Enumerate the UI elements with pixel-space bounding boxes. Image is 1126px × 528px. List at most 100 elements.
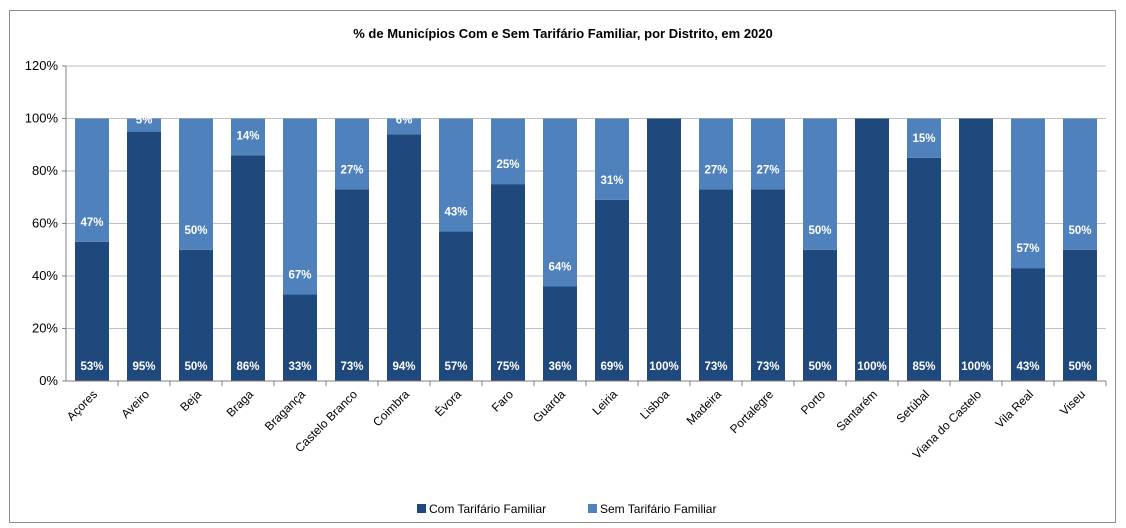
y-tick-label: 80% [32,163,58,178]
x-tick-label: Santarém [833,387,880,434]
bar-sem-tarifario [231,118,265,156]
data-label-sem: 31% [600,175,623,187]
bar-sem-tarifario [1063,118,1097,250]
data-label-com: 95% [132,361,155,373]
data-label-com: 50% [184,361,207,373]
x-tick-label: Setúbal [893,387,932,426]
data-label-com: 53% [80,361,103,373]
data-label-sem: 5% [136,115,153,127]
x-tick-label: Viseu [1057,387,1088,418]
bar-sem-tarifario [283,118,317,295]
bar-sem-tarifario [1011,118,1045,269]
data-label-com: 100% [961,361,990,373]
bar-com-tarifario [647,118,681,381]
data-label-com: 36% [548,361,571,373]
data-label-sem: 27% [704,164,727,176]
data-label-sem: 43% [444,206,467,218]
legend-label: Sem Tarifário Familiar [600,502,716,516]
data-label-com: 50% [808,361,831,373]
data-label-com: 85% [912,361,935,373]
bar-com-tarifario [439,231,473,381]
x-tick-label: Porto [798,387,828,417]
legend-label: Com Tarifário Familiar [429,502,546,516]
data-label-sem: 50% [184,225,207,237]
y-tick-label: 120% [25,58,59,73]
bar-com-tarifario [699,189,733,381]
data-label-com: 73% [704,361,727,373]
bar-sem-tarifario [439,118,473,232]
data-label-com: 73% [340,361,363,373]
bar-com-tarifario [75,241,109,381]
x-tick-label: Coimbra [370,387,412,429]
legend-swatch [588,504,597,513]
legend-swatch [417,504,426,513]
x-tick-label: Braga [224,387,257,420]
bar-sem-tarifario [595,118,629,200]
data-label-com: 73% [756,361,779,373]
x-tick-label: Évora [431,386,464,419]
data-label-com: 57% [444,361,467,373]
data-label-sem: 14% [236,130,259,142]
legend: Com Tarifário Familiar Sem Tarifário Fami… [417,502,716,516]
bar-com-tarifario [543,286,577,381]
data-label-sem: 25% [496,159,519,171]
data-label-sem: 50% [808,225,831,237]
y-tick-label: 20% [32,321,58,336]
data-label-com: 75% [496,361,519,373]
bar-com-tarifario [179,249,213,381]
x-tick-label: Leiria [589,387,620,418]
bar-com-tarifario [803,249,837,381]
bar-sem-tarifario [179,118,213,250]
bar-com-tarifario [855,118,889,381]
data-label-com: 100% [857,361,886,373]
x-tick-label: Guarda [530,387,568,425]
x-tick-label: Bragança [262,387,308,433]
x-tick-label: Faro [489,387,517,415]
y-tick-label: 0% [39,373,58,388]
bar-sem-tarifario [75,118,109,242]
data-label-sem: 27% [340,164,363,176]
data-label-sem: 64% [548,262,571,274]
data-label-com: 69% [600,361,623,373]
x-tick-label: Madeira [684,387,725,428]
data-label-sem: 47% [80,217,103,229]
data-label-sem: 15% [912,133,935,145]
bar-com-tarifario [751,189,785,381]
bar-com-tarifario [231,155,265,381]
bar-sem-tarifario [751,118,785,190]
data-label-com: 86% [236,361,259,373]
y-tick-label: 40% [32,268,58,283]
data-label-sem: 6% [396,115,413,127]
bar-com-tarifario [595,199,629,381]
data-label-sem: 27% [756,164,779,176]
gridlines [66,65,1106,382]
x-tick-label: Beja [177,387,204,414]
bar-sem-tarifario [699,118,733,190]
bar-com-tarifario [387,134,421,381]
bar-com-tarifario [335,189,369,381]
bar-sem-tarifario [491,118,525,185]
x-tick-label: Aveiro [118,387,152,421]
bar-sem-tarifario [803,118,837,250]
data-label-com: 100% [649,361,678,373]
data-label-com: 50% [1068,361,1091,373]
chart-title: % de Municípios Com e Sem Tarifário Fami… [353,26,773,41]
bar-sem-tarifario [127,118,161,132]
data-label-com: 43% [1016,361,1039,373]
data-label-com: 94% [392,361,415,373]
bar-com-tarifario [283,294,317,381]
bar-sem-tarifario [543,118,577,287]
data-label-sem: 57% [1016,243,1039,255]
x-tick-label: Portalegre [727,387,776,436]
bar-com-tarifario [907,157,941,381]
bars: 53% 47% 95% 5% 50% 50% 86% 14% 33% 67% 73% 27% 94% 6%… [75,115,1097,381]
bar-com-tarifario [959,118,993,381]
bar-sem-tarifario [335,118,369,190]
data-label-sem: 67% [288,269,311,281]
x-tick-label: Lisboa [637,387,672,422]
bar-com-tarifario [491,184,525,381]
bar-com-tarifario [127,131,161,381]
x-tick-label: Açores [64,387,100,423]
bar-com-tarifario [1011,268,1045,381]
